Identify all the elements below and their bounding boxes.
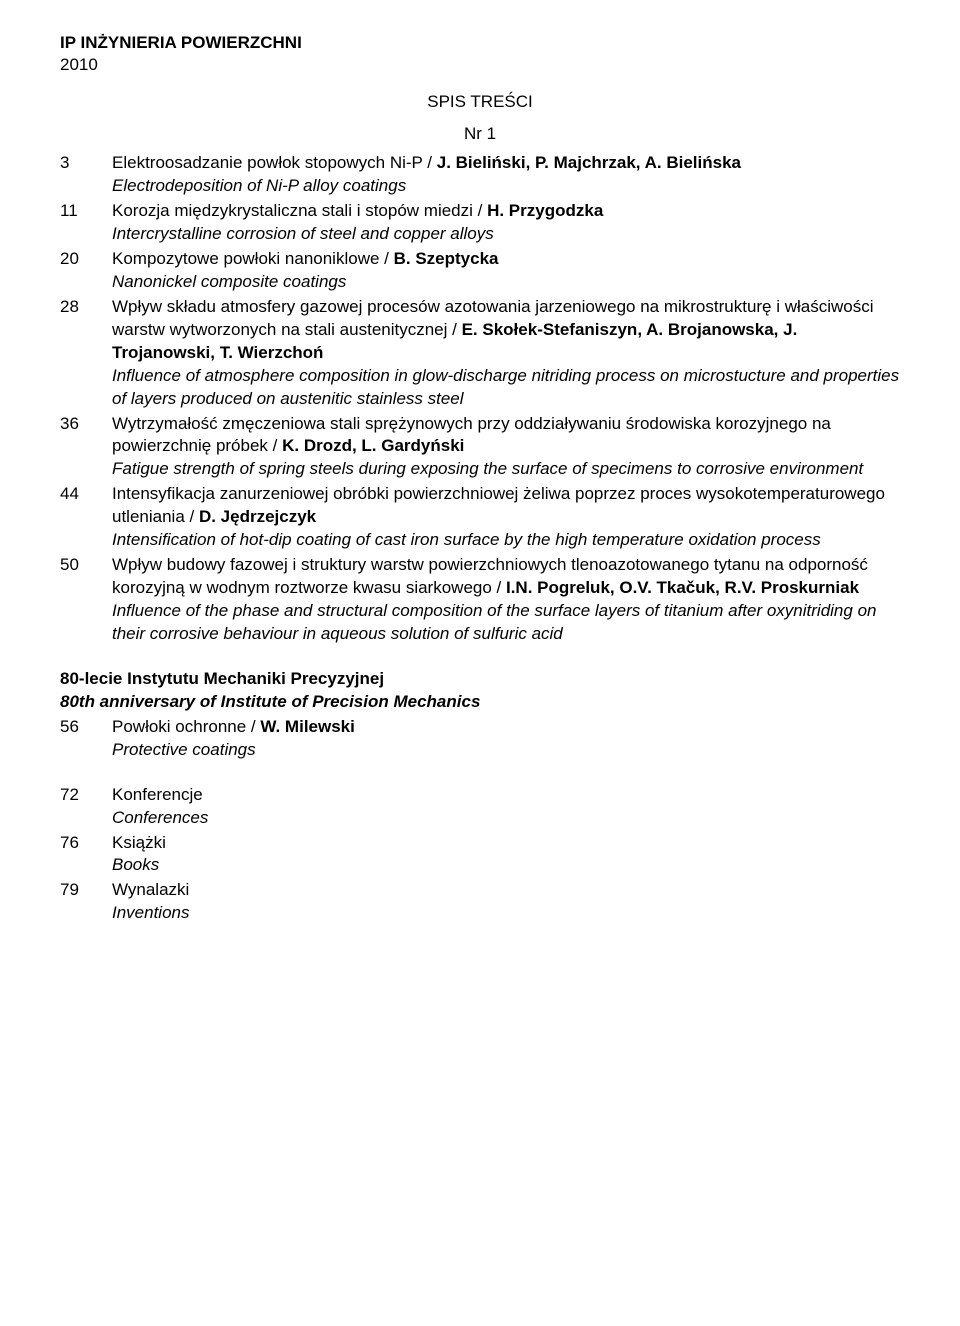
section-heading-en: 80th anniversary of Institute of Precisi… (60, 691, 900, 714)
page-number: 72 (60, 784, 112, 807)
entry-authors: W. Milewski (260, 717, 354, 736)
section-heading-pl: 80-lecie Instytutu Mechaniki Precyzyjnej (60, 668, 900, 691)
entry-title-pl: Powłoki ochronne / (112, 717, 260, 736)
entry-title-pl: Wynalazki (112, 879, 900, 902)
toc-entry: 76 Książki Books (60, 832, 900, 878)
entry-title-pl: Książki (112, 832, 900, 855)
toc-list: 3 Elektroosadzanie powłok stopowych Ni-P… (60, 152, 900, 925)
entry-title-en: Inventions (112, 902, 900, 925)
entry-title-en: Influence of atmosphere composition in g… (112, 365, 900, 411)
toc-entry: 72 Konferencje Conferences (60, 784, 900, 830)
entry-authors: H. Przygodzka (487, 201, 603, 220)
toc-entry: 3 Elektroosadzanie powłok stopowych Ni-P… (60, 152, 900, 198)
toc-entry: 79 Wynalazki Inventions (60, 879, 900, 925)
entry-title-pl: Wytrzymałość zmęczeniowa stali sprężynow… (112, 414, 831, 456)
entry-title-en: Nanonickel composite coatings (112, 271, 900, 294)
page-number: 79 (60, 879, 112, 902)
entry-authors: D. Jędrzejczyk (199, 507, 316, 526)
entry-title-en: Fatigue strength of spring steels during… (112, 458, 900, 481)
page-number: 50 (60, 554, 112, 577)
entry-authors: K. Drozd, L. Gardyński (282, 436, 464, 455)
toc-entry: 36 Wytrzymałość zmęczeniowa stali spręży… (60, 413, 900, 482)
entry-title-en: Intensification of hot-dip coating of ca… (112, 529, 900, 552)
entry-authors: B. Szeptycka (394, 249, 499, 268)
entry-title-en: Electrodeposition of Ni-P alloy coatings (112, 175, 900, 198)
page-number: 36 (60, 413, 112, 436)
page-number: 56 (60, 716, 112, 739)
toc-entry: 44 Intensyfikacja zanurzeniowej obróbki … (60, 483, 900, 552)
page-number: 76 (60, 832, 112, 855)
journal-year: 2010 (60, 54, 900, 76)
entry-title-en: Conferences (112, 807, 900, 830)
entry-title-en: Books (112, 854, 900, 877)
entry-authors: I.N. Pogreluk, O.V. Tkačuk, R.V. Proskur… (506, 578, 859, 597)
toc-entry: 11 Korozja międzykrystaliczna stali i st… (60, 200, 900, 246)
entry-title-pl: Korozja międzykrystaliczna stali i stopó… (112, 201, 487, 220)
issue-number: Nr 1 (60, 124, 900, 144)
page-number: 20 (60, 248, 112, 271)
page-number: 44 (60, 483, 112, 506)
page-number: 3 (60, 152, 112, 175)
toc-entry: 20 Kompozytowe powłoki nanoniklowe / B. … (60, 248, 900, 294)
entry-title-pl: Kompozytowe powłoki nanoniklowe / (112, 249, 394, 268)
page-number: 28 (60, 296, 112, 319)
toc-heading: SPIS TREŚCI (60, 92, 900, 112)
entry-title-en: Influence of the phase and structural co… (112, 600, 900, 646)
journal-title: IP INŻYNIERIA POWIERZCHNI (60, 32, 900, 54)
entry-title-pl: Elektroosadzanie powłok stopowych Ni-P / (112, 153, 437, 172)
entry-title-en: Intercrystalline corrosion of steel and … (112, 223, 900, 246)
toc-entry: 56 Powłoki ochronne / W. Milewski Protec… (60, 716, 900, 762)
entry-authors: J. Bieliński, P. Majchrzak, A. Bielińska (437, 153, 741, 172)
toc-entry: 50 Wpływ budowy fazowej i struktury wars… (60, 554, 900, 646)
entry-title-pl: Konferencje (112, 784, 900, 807)
page-number: 11 (60, 200, 112, 223)
entry-title-en: Protective coatings (112, 739, 900, 762)
toc-entry: 28 Wpływ składu atmosfery gazowej proces… (60, 296, 900, 411)
